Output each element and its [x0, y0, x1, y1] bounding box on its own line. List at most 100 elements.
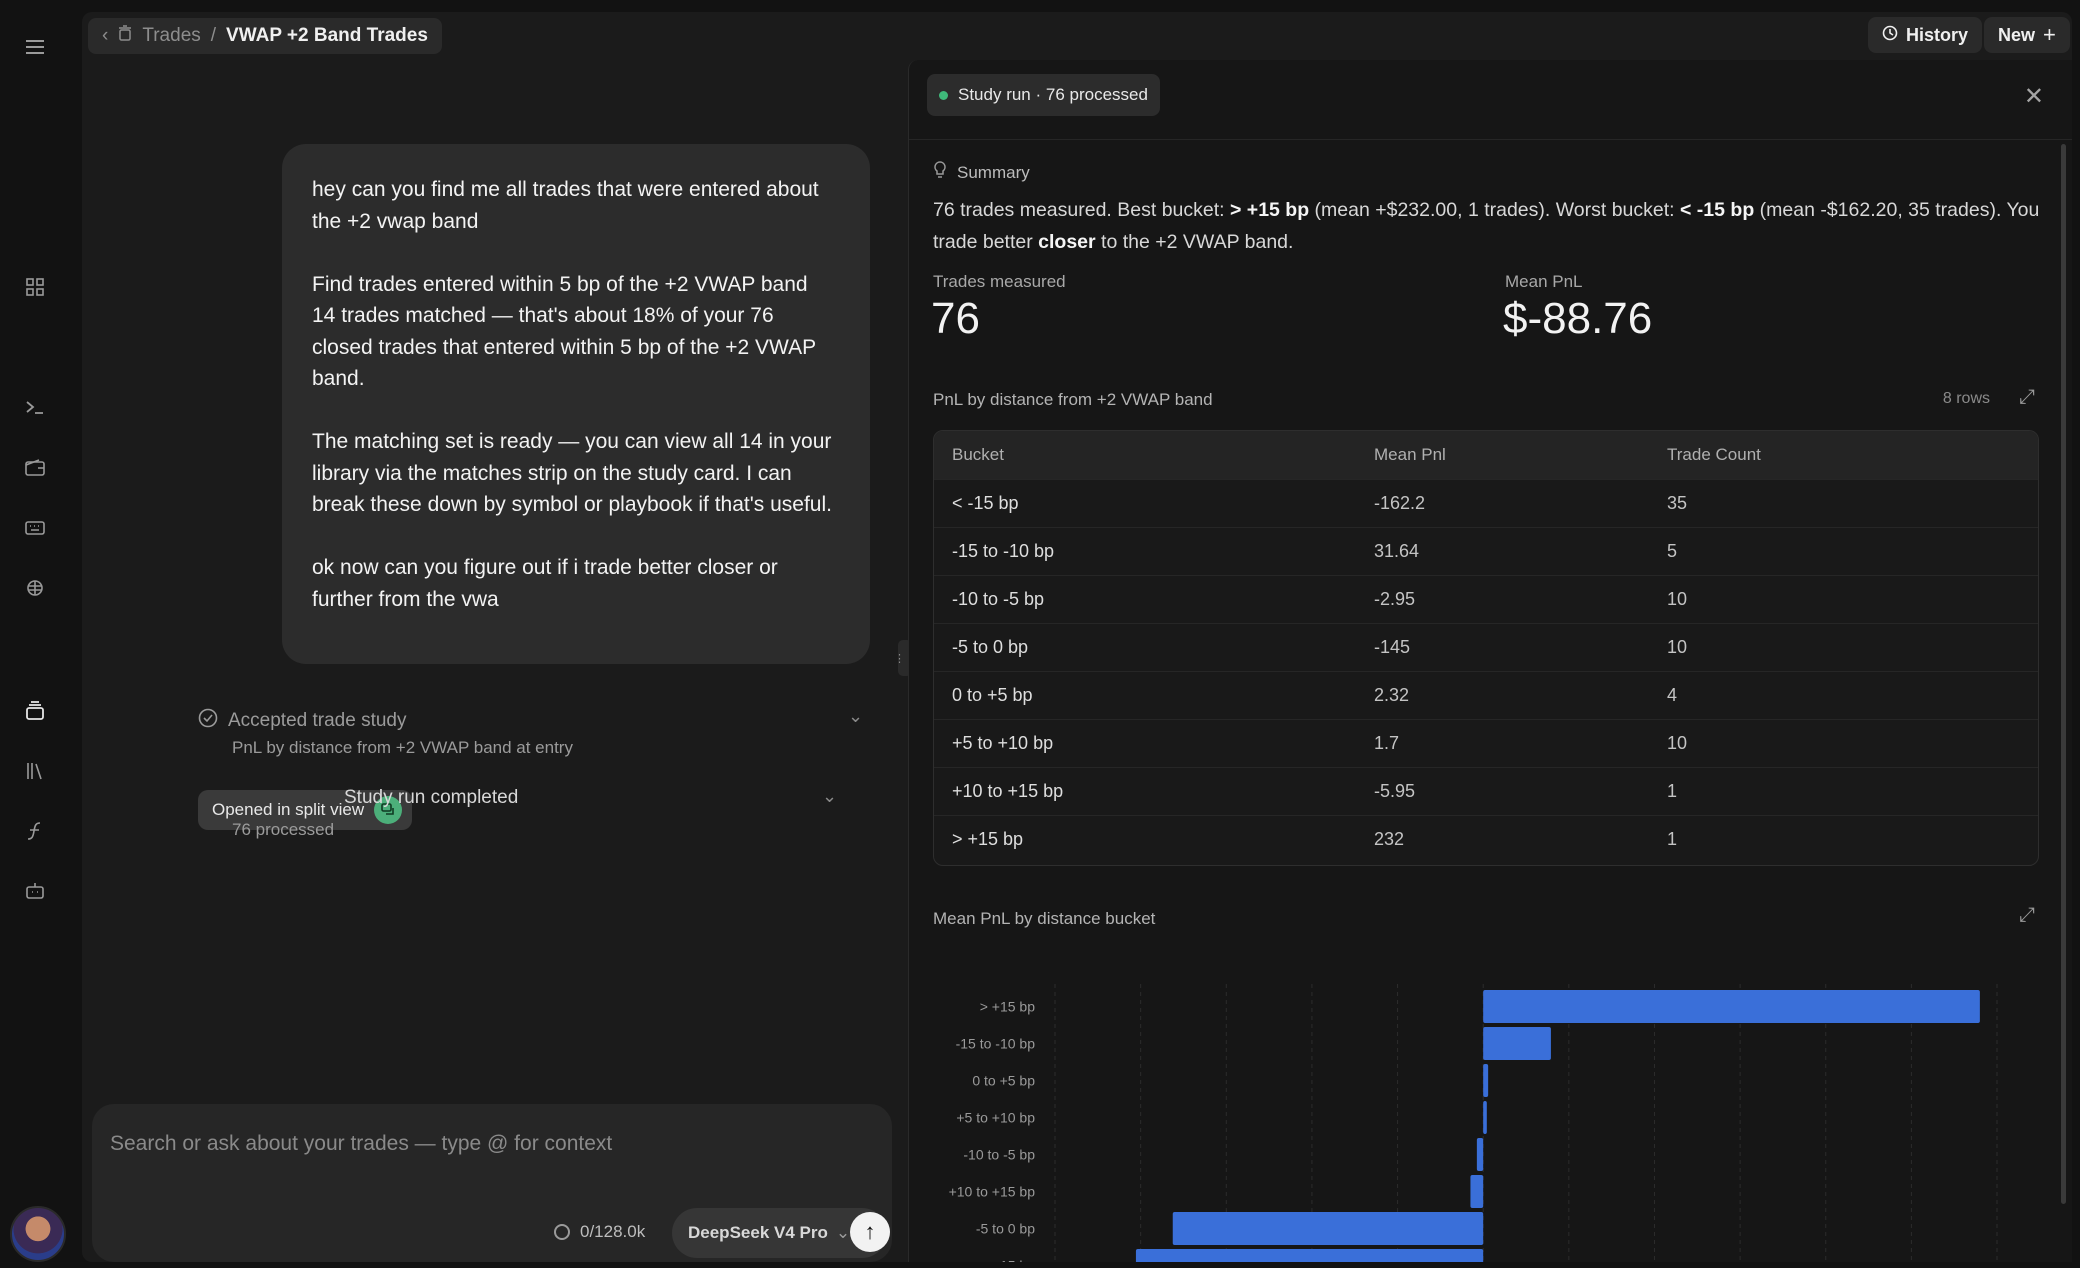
- table-cell: -15 to -10 bp: [952, 541, 1055, 561]
- new-label: New: [1998, 24, 2036, 45]
- table-row[interactable]: -5 to 0 bp -145 10: [934, 623, 2038, 671]
- table-header: Bucket Mean Pnl Trade Count: [934, 431, 2038, 479]
- summary-part: (mean -$162.20, 35 trades). You trade be…: [933, 199, 2040, 253]
- bulb-icon: [933, 161, 947, 184]
- chevron-down-icon[interactable]: ⌄: [822, 786, 838, 806]
- bar-chart-svg: -200-160-120-80-4004080120160200240> +15…: [949, 984, 1998, 1262]
- brain-icon[interactable]: [22, 575, 48, 601]
- scrollbar[interactable]: [2061, 144, 2066, 1204]
- table-row[interactable]: -10 to -5 bp -2.95 10: [934, 575, 2038, 623]
- trash-icon: [118, 25, 132, 47]
- close-icon[interactable]: ✕: [2023, 83, 2044, 110]
- table-cell: 1: [1667, 829, 1678, 849]
- category-label: -5 to 0 bp: [976, 1221, 1035, 1237]
- layers-icon[interactable]: [22, 698, 48, 724]
- check-circle-icon: [198, 708, 218, 733]
- table-cell: 232: [1374, 829, 1405, 849]
- search-input[interactable]: [110, 1126, 870, 1162]
- column-header[interactable]: Mean Pnl: [1374, 445, 1446, 464]
- breadcrumb-parent[interactable]: Trades: [142, 25, 201, 46]
- table-cell: 10: [1667, 589, 1688, 609]
- bar: [1476, 1138, 1484, 1171]
- table-row[interactable]: > +15 bp 232 1: [934, 815, 2038, 863]
- bar: [1172, 1212, 1484, 1245]
- column-header[interactable]: Trade Count: [1667, 445, 1761, 464]
- table-cell: 5: [1667, 541, 1678, 561]
- results-table: Bucket Mean Pnl Trade Count < -15 bp -162…: [933, 430, 2039, 866]
- category-label: -10 to -5 bp: [963, 1147, 1035, 1163]
- mean-pnl-label: Mean PnL: [1505, 272, 1583, 291]
- mean-pnl-chart: -200-160-120-80-4004080120160200240> +15…: [933, 976, 2072, 1262]
- chevron-down-icon[interactable]: ⌄: [848, 706, 864, 726]
- study-panel: Study run · 76 processed ✕ Summary 76 tr…: [908, 60, 2072, 1262]
- worst-bucket: < -15 bp: [1680, 199, 1755, 221]
- grid-icon[interactable]: [22, 274, 48, 300]
- category-label: -15 to -10 bp: [956, 1036, 1036, 1052]
- table-cell: +10 to +15 bp: [952, 781, 1064, 801]
- send-button[interactable]: ↑: [850, 1212, 890, 1252]
- library-icon[interactable]: [22, 758, 48, 784]
- bar: [1483, 1064, 1489, 1097]
- status-text: Study run · 76 processed: [958, 85, 1148, 104]
- table-cell: +5 to +10 bp: [952, 733, 1054, 753]
- split-view-chip[interactable]: Opened in split view: [198, 790, 413, 830]
- menu-icon[interactable]: [22, 34, 48, 60]
- bot-icon[interactable]: [22, 878, 48, 904]
- context-usage: 0/128.0k: [554, 1222, 645, 1242]
- bar: [1470, 1175, 1484, 1208]
- table-cell: -5 to 0 bp: [952, 637, 1029, 657]
- table-cell: 10: [1667, 637, 1688, 657]
- history-icon: [1882, 25, 1898, 46]
- category-label: +10 to +15 bp: [949, 1184, 1036, 1200]
- function-icon[interactable]: [22, 818, 48, 844]
- new-button[interactable]: New +: [1984, 17, 2070, 53]
- wallet-icon[interactable]: [22, 455, 48, 481]
- summary-part: to the +2 VWAP band.: [1095, 231, 1294, 253]
- left-rail: [0, 0, 80, 1268]
- history-label: History: [1906, 24, 1969, 45]
- table-row[interactable]: 0 to +5 bp 2.32 4: [934, 671, 2038, 719]
- table-cell: -145: [1374, 637, 1411, 657]
- expand-icon[interactable]: ⤢: [2019, 904, 2035, 926]
- table-row[interactable]: -15 to -10 bp 31.64 5: [934, 527, 2038, 575]
- table-cell: 10: [1667, 733, 1688, 753]
- table-cell: -162.2: [1374, 493, 1426, 513]
- user-message-bubble: hey can you find me all trades that were…: [282, 144, 870, 664]
- context-ring-icon: [554, 1224, 570, 1240]
- trades-measured-label: Trades measured: [933, 272, 1066, 291]
- breadcrumb-separator: /: [210, 25, 217, 46]
- keyboard-icon[interactable]: [22, 515, 48, 541]
- composer: 0/128.0k DeepSeek V4 Pro ⌄ ↑: [92, 1104, 892, 1262]
- column-header[interactable]: Bucket: [952, 445, 1004, 464]
- closer-word: closer: [1038, 231, 1096, 253]
- completed-step-title: Study run completed: [344, 787, 519, 808]
- table-title: PnL by distance from +2 VWAP band: [933, 390, 1213, 409]
- summary-part: (mean +$232.00, 1 trades). Worst bucket:: [1309, 199, 1680, 221]
- message-text: Find trades entered within 5 bp of the +…: [312, 272, 816, 391]
- avatar[interactable]: [10, 1206, 66, 1262]
- table-row[interactable]: +5 to +10 bp 1.7 10: [934, 719, 2038, 767]
- chat-bubble-icon: [374, 796, 403, 824]
- status-badge: Study run · 76 processed: [927, 74, 1160, 116]
- study-header: Study run · 76 processed ✕: [909, 60, 2072, 140]
- bar: [1483, 1101, 1487, 1134]
- accepted-step[interactable]: Accepted trade study: [198, 708, 407, 733]
- breadcrumb-current: VWAP +2 Band Trades: [226, 25, 428, 46]
- table-row[interactable]: +10 to +15 bp -5.95 1: [934, 767, 2038, 815]
- category-label: +5 to +10 bp: [956, 1110, 1035, 1126]
- table-row[interactable]: < -15 bp -162.2 35: [934, 479, 2038, 527]
- table-cell: < -15 bp: [952, 493, 1019, 513]
- chevron-left-icon[interactable]: ‹: [102, 25, 109, 46]
- history-button[interactable]: History: [1868, 17, 1983, 53]
- message-text: hey can you find me all trades that were…: [312, 178, 819, 233]
- mean-pnl-value: $-88.76: [1503, 294, 1653, 343]
- terminal-icon[interactable]: [22, 394, 48, 420]
- summary-label: Summary: [957, 162, 1030, 182]
- breadcrumb: ‹ Trades / VWAP +2 Band Trades: [88, 18, 442, 54]
- message-text: ok now can you figure out if i trade bet…: [312, 556, 778, 611]
- table-cell: 31.64: [1374, 541, 1420, 561]
- message-text: The matching set is ready — you can view…: [312, 430, 832, 516]
- table-cell: -2.95: [1374, 589, 1416, 609]
- table-cell: 4: [1667, 685, 1678, 705]
- expand-icon[interactable]: ⤢: [2019, 386, 2035, 408]
